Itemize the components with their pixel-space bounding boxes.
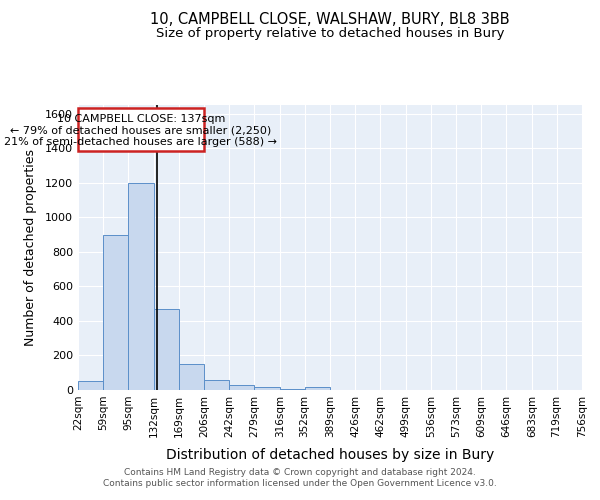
Text: ← 79% of detached houses are smaller (2,250): ← 79% of detached houses are smaller (2,… bbox=[10, 126, 271, 136]
Text: 10 CAMPBELL CLOSE: 137sqm: 10 CAMPBELL CLOSE: 137sqm bbox=[56, 114, 225, 124]
Bar bbox=[128, 182, 154, 390]
Text: 21% of semi-detached houses are larger (588) →: 21% of semi-detached houses are larger (… bbox=[4, 138, 277, 147]
Bar bbox=[179, 364, 205, 390]
Text: Contains HM Land Registry data © Crown copyright and database right 2024.
Contai: Contains HM Land Registry data © Crown c… bbox=[103, 468, 497, 487]
Bar bbox=[305, 386, 330, 390]
Text: Size of property relative to detached houses in Bury: Size of property relative to detached ho… bbox=[156, 28, 504, 40]
Text: 10, CAMPBELL CLOSE, WALSHAW, BURY, BL8 3BB: 10, CAMPBELL CLOSE, WALSHAW, BURY, BL8 3… bbox=[150, 12, 510, 28]
Bar bbox=[254, 386, 280, 390]
Bar bbox=[229, 385, 254, 390]
Bar bbox=[205, 380, 229, 390]
Bar bbox=[154, 309, 179, 390]
X-axis label: Distribution of detached houses by size in Bury: Distribution of detached houses by size … bbox=[166, 448, 494, 462]
FancyBboxPatch shape bbox=[78, 108, 203, 151]
Bar bbox=[78, 382, 103, 390]
Bar bbox=[103, 234, 128, 390]
Y-axis label: Number of detached properties: Number of detached properties bbox=[23, 149, 37, 346]
Bar bbox=[280, 389, 305, 390]
